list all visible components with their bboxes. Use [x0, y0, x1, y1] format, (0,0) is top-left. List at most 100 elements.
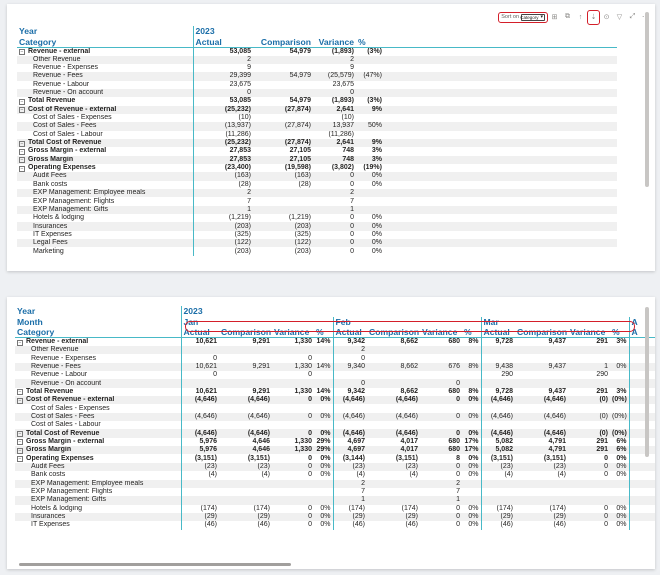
column-header-actual[interactable]: Actual	[481, 327, 515, 338]
row-label[interactable]: Other Revenue	[15, 346, 182, 355]
row-label[interactable]: − Gross Margin - external	[17, 147, 194, 156]
row-label[interactable]: − Gross Margin	[15, 446, 182, 455]
row-label[interactable]: Cost of Sales - Fees	[15, 412, 182, 422]
cell-jan-actual: (4,646)	[181, 396, 219, 405]
column-header-month-feb[interactable]: Feb	[333, 316, 482, 327]
column-header-comparison[interactable]: Comparison	[367, 327, 420, 338]
column-header-pct[interactable]: %	[314, 327, 334, 338]
column-header-month-mar[interactable]: Mar	[481, 316, 630, 327]
focus-icon[interactable]: ⊙	[603, 14, 610, 21]
row-label[interactable]: Revenue - Expenses	[15, 354, 182, 363]
collapse-icon[interactable]: −	[19, 157, 25, 164]
row-label[interactable]: Marketing	[17, 247, 194, 256]
collapse-icon[interactable]: −	[17, 389, 23, 396]
row-label[interactable]: EXP Management: Flights	[17, 197, 194, 206]
column-header-comparison[interactable]: Comparison	[219, 327, 272, 338]
row-label[interactable]: Revenue - On account	[15, 379, 182, 388]
column-header-month-jan[interactable]: Jan	[181, 316, 334, 327]
collapse-icon[interactable]: −	[19, 49, 25, 55]
vertical-scrollbar[interactable]	[645, 307, 649, 457]
row-label[interactable]: − Gross Margin	[17, 155, 194, 164]
cell-spacer	[629, 462, 655, 472]
column-header-actual[interactable]: Actual	[193, 36, 253, 48]
collapse-icon[interactable]: −	[17, 456, 23, 463]
column-header-actual[interactable]: Actual	[181, 327, 219, 338]
row-label[interactable]: − Revenue - external	[15, 337, 182, 346]
collapse-icon[interactable]: −	[17, 431, 23, 438]
row-label[interactable]: − Total Revenue	[17, 97, 194, 106]
collapse-icon[interactable]: −	[19, 148, 25, 155]
row-label[interactable]: Revenue - Labour	[15, 371, 182, 380]
row-label[interactable]: EXP Management: Flights	[15, 487, 182, 497]
row-label[interactable]: Audit Fees	[17, 172, 194, 181]
row-label[interactable]: Revenue - Labour	[17, 80, 194, 89]
collapse-icon[interactable]: −	[19, 165, 25, 172]
row-label[interactable]: IT Expenses	[15, 521, 182, 530]
row-label[interactable]: Bank costs	[17, 180, 194, 189]
row-label[interactable]: − Cost of Revenue - external	[17, 105, 194, 114]
column-header-variance[interactable]: Variance	[568, 327, 610, 338]
row-label[interactable]: − Operating Expenses	[15, 454, 182, 463]
row-label[interactable]: Other Revenue	[17, 55, 194, 64]
row-label-text: Revenue - external	[28, 47, 91, 55]
sort-control[interactable]: Sort on Category ▾	[498, 11, 548, 23]
row-label[interactable]: EXP Management: Gifts	[17, 205, 194, 215]
collapse-icon[interactable]: −	[17, 447, 23, 454]
row-label[interactable]: EXP Management: Gifts	[15, 496, 182, 505]
vertical-scrollbar[interactable]	[645, 12, 649, 187]
row-label[interactable]: Legal Fees	[17, 239, 194, 248]
row-label[interactable]: Bank costs	[15, 471, 182, 480]
row-label[interactable]: − Revenue - external	[17, 47, 194, 56]
row-label[interactable]: Insurances	[17, 222, 194, 231]
collapse-icon[interactable]: −	[17, 339, 23, 346]
horizontal-scrollbar[interactable]	[19, 563, 291, 566]
sort-dropdown[interactable]: Category ▾	[520, 13, 545, 21]
row-label[interactable]: − Total Revenue	[15, 387, 182, 397]
row-label[interactable]: Revenue - Fees	[15, 362, 182, 372]
drill-up-icon[interactable]: ↑	[578, 13, 583, 21]
row-label[interactable]: Cost of Sales - Expenses	[17, 113, 194, 123]
column-header-comparison[interactable]: Comparison	[253, 36, 313, 48]
collapse-icon[interactable]: −	[19, 98, 25, 105]
column-header-comparison[interactable]: Comparison	[515, 327, 568, 338]
row-label[interactable]: Insurances	[15, 512, 182, 522]
column-header-pct[interactable]: %	[462, 327, 482, 338]
row-label[interactable]: EXP Management: Employee meals	[17, 189, 194, 198]
row-label[interactable]: − Cost of Revenue - external	[15, 396, 182, 405]
row-label[interactable]: − Operating Expenses	[17, 163, 194, 173]
row-label-text: Cost of Revenue - external	[28, 105, 117, 113]
column-header-variance[interactable]: Variance	[420, 327, 462, 338]
row-label[interactable]: IT Expenses	[17, 230, 194, 240]
row-label[interactable]: Cost of Sales - Expenses	[15, 404, 182, 413]
row-label[interactable]: − Total Cost of Revenue	[17, 138, 194, 148]
row-label[interactable]: Hotels & lodging	[17, 214, 194, 223]
row-label[interactable]: − Gross Margin - external	[15, 437, 182, 447]
matrix-visual-category[interactable]: Sort on Category ▾ ⊞ ⧉ ↑ ⇣ ⊙ ▽ ⤢ ⋯ Year …	[7, 4, 655, 271]
column-header-variance[interactable]: Variance	[313, 36, 356, 48]
row-label[interactable]: − Total Cost of Revenue	[15, 429, 182, 438]
row-label[interactable]: Cost of Sales - Labour	[15, 421, 182, 430]
row-label[interactable]: EXP Management: Employee meals	[15, 479, 182, 488]
column-header-pct[interactable]: %	[356, 36, 384, 48]
column-header-pct[interactable]: %	[610, 327, 630, 338]
row-label[interactable]: Revenue - Fees	[17, 72, 194, 81]
row-label[interactable]: Hotels & lodging	[15, 504, 182, 513]
column-header-actual[interactable]: Actual	[333, 327, 367, 338]
collapse-icon[interactable]: −	[19, 107, 25, 114]
collapse-icon[interactable]: −	[17, 397, 23, 404]
copy-icon[interactable]: ⧉	[565, 13, 570, 20]
filter-icon[interactable]: ▽	[616, 14, 623, 21]
column-header-variance[interactable]: Variance	[272, 327, 314, 338]
row-label[interactable]: Cost of Sales - Labour	[17, 130, 194, 139]
row-label[interactable]: Revenue - On account	[17, 88, 194, 98]
column-header-month-overflow: A	[631, 316, 638, 327]
expand-icon[interactable]: ⤢	[629, 13, 636, 20]
pin-icon[interactable]: ⊞	[551, 14, 558, 21]
collapse-icon[interactable]: −	[17, 439, 23, 446]
row-label[interactable]: Audit Fees	[15, 462, 182, 472]
matrix-visual-month[interactable]: Year 2023 Month Jan Feb Mar A Category A…	[7, 297, 655, 569]
row-label[interactable]: Cost of Sales - Fees	[17, 122, 194, 131]
row-label[interactable]: Revenue - Expenses	[17, 63, 194, 73]
drill-down-icon[interactable]: ⇣	[587, 9, 600, 25]
collapse-icon[interactable]: −	[19, 140, 25, 147]
